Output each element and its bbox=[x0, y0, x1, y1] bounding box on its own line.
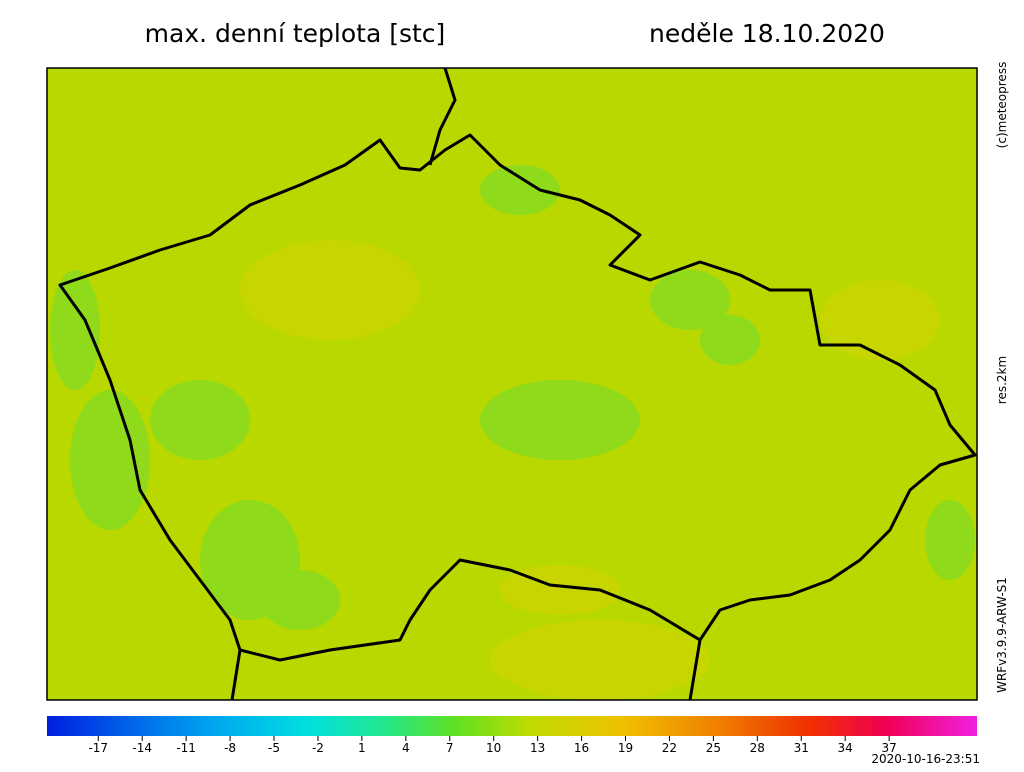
copyright-label: (c)meteopress bbox=[995, 62, 1009, 149]
colorbar-ticks: -17 -14 -11 -8 -5 -2 1 4 7 10 13 16 19 22 25 28 31 34 37 bbox=[88, 736, 897, 755]
colorbar-tick-label: 28 bbox=[750, 741, 765, 755]
country-border bbox=[58, 68, 977, 700]
colorbar-tick-label: 16 bbox=[574, 741, 589, 755]
colorbar-tick-label: 7 bbox=[446, 741, 454, 755]
map-date: neděle 18.10.2020 bbox=[649, 19, 885, 48]
map-title: max. denní teplota [stc] bbox=[145, 19, 446, 48]
colorbar-tick-label: -2 bbox=[312, 741, 324, 755]
colorbar-tick-label: -8 bbox=[224, 741, 236, 755]
model-label: WRFv3.9.9-ARW-S1 bbox=[995, 577, 1009, 693]
colorbar-tick-label: 13 bbox=[530, 741, 545, 755]
temperature-field bbox=[47, 68, 977, 700]
colorbar-tick-label: -5 bbox=[268, 741, 280, 755]
map-frame bbox=[46, 67, 978, 701]
colorbar-tick-label: -14 bbox=[132, 741, 152, 755]
colorbar-tick-label: 25 bbox=[706, 741, 721, 755]
colorbar bbox=[47, 716, 977, 736]
colorbar-tick-label: 31 bbox=[794, 741, 809, 755]
colorbar-tick-label: 1 bbox=[358, 741, 366, 755]
colorbar-tick-label: 37 bbox=[881, 741, 896, 755]
colorbar-tick-label: 10 bbox=[486, 741, 501, 755]
colorbar-tick-label: 22 bbox=[662, 741, 677, 755]
cool-patches bbox=[50, 165, 975, 630]
warm-patches bbox=[240, 240, 940, 700]
colorbar-tick-label: 4 bbox=[402, 741, 410, 755]
timestamp: 2020-10-16-23:51 bbox=[871, 752, 980, 766]
colorbar-tick-label: -17 bbox=[88, 741, 108, 755]
colorbar-tick-label: 34 bbox=[838, 741, 853, 755]
colorbar-tick-label: 19 bbox=[618, 741, 633, 755]
resolution-label: res.2km bbox=[995, 356, 1009, 404]
colorbar-tick-label: -11 bbox=[176, 741, 196, 755]
